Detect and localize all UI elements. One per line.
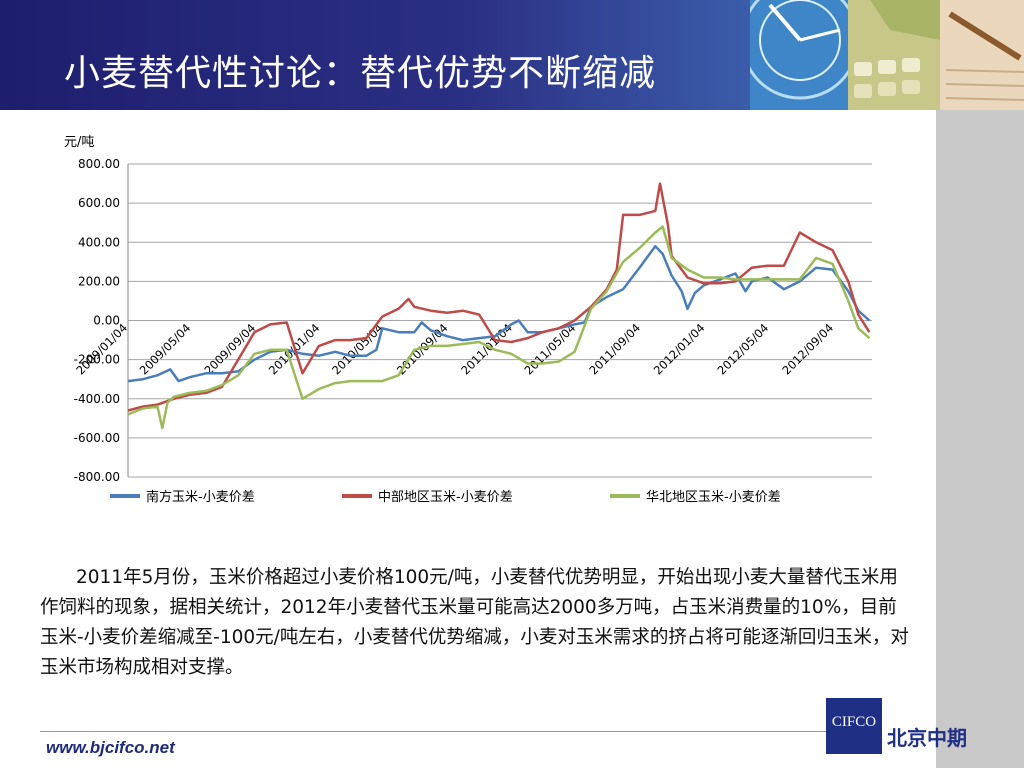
y-tick-label: 400.00 — [78, 235, 120, 249]
x-tick-label: 2012/01/04 — [651, 321, 708, 378]
price-spread-chart: 元/吨 800.00 600.00 400.00 200.00 0.00 -200.00 -… — [64, 135, 872, 505]
y-tick-label: -800.00 — [74, 470, 120, 484]
x-tick-label: 2011/09/04 — [586, 321, 643, 378]
legend-label: 华北地区玉米-小麦价差 — [646, 490, 781, 505]
y-tick-label: 800.00 — [78, 157, 120, 171]
x-tick-label: 2009/09/04 — [201, 321, 258, 378]
y-axis-unit-label: 元/吨 — [64, 135, 94, 150]
x-tick-label: 2012/09/04 — [779, 321, 836, 378]
y-tick-label: -400.00 — [74, 392, 120, 406]
y-tick-label: -600.00 — [74, 431, 120, 445]
x-tick-label: 2012/05/04 — [715, 321, 772, 378]
series-line-2 — [127, 182, 871, 412]
website-link[interactable]: www.bjcifco.net — [46, 738, 175, 757]
footer-divider — [40, 731, 830, 732]
header-photo-collage — [750, 0, 1024, 110]
analysis-text: 2011年5月份，玉米价格超过小麦价格100元/吨，小麦替代优势明显，开始出现小… — [40, 563, 912, 683]
x-tick-label: 2009/01/04 — [73, 321, 130, 378]
legend-label: 南方玉米-小麦价差 — [146, 489, 255, 505]
analysis-paragraph: 2011年5月份，玉米价格超过小麦价格100元/吨，小麦替代优势明显，开始出现小… — [40, 567, 909, 678]
cifco-logo-text: CIFCO — [831, 714, 877, 730]
y-tick-label: 200.00 — [78, 274, 120, 288]
y-tick-label: 0.00 — [93, 314, 120, 328]
y-tick-label: 600.00 — [78, 196, 120, 210]
page-title: 小麦替代性讨论：替代优势不断缩减 — [64, 53, 657, 94]
y-tick-label: -200.00 — [74, 353, 120, 367]
company-name: 北京中期 — [887, 726, 967, 750]
cifco-logo: CIFCO — [826, 698, 882, 754]
right-decorative-strip — [936, 110, 1024, 768]
series-line-1 — [127, 244, 871, 383]
series-line-3 — [127, 225, 871, 430]
header-banner: 小麦替代性讨论：替代优势不断缩减 — [0, 0, 1024, 110]
x-tick-label: 2009/05/04 — [137, 321, 194, 378]
legend-label: 中部地区玉米-小麦价差 — [378, 490, 513, 505]
